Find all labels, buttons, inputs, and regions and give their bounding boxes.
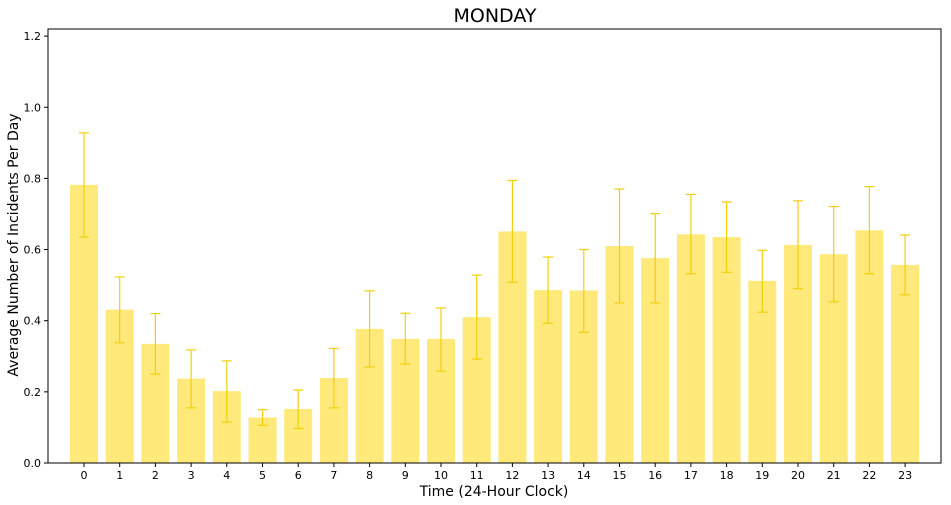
error-bar-2 xyxy=(150,312,161,375)
x-axis: 0 1 2 3 4 5 6 7 8 9 10 11 12 13 14 15 16 17 18 19 20 21 22 23 xyxy=(81,463,912,482)
error-bar-4 xyxy=(221,360,232,423)
x-tick-label-8: 8 xyxy=(366,469,373,482)
chart-title: MONDAY xyxy=(454,5,537,27)
x-tick-label-11: 11 xyxy=(470,469,484,482)
x-tick-label-15: 15 xyxy=(613,469,627,482)
y-tick-label-1.2: 1.2 xyxy=(24,30,42,43)
x-tick-label-10: 10 xyxy=(434,469,448,482)
error-bar-19 xyxy=(757,249,768,313)
error-bar-15 xyxy=(614,188,625,304)
error-bar-5 xyxy=(257,409,268,426)
x-tick-label-19: 19 xyxy=(755,469,769,482)
y-tick-label-0.6: 0.6 xyxy=(24,244,42,257)
y-tick-label-0.2: 0.2 xyxy=(24,386,42,399)
y-axis-label: Average Number of Incidents Per Day xyxy=(6,113,22,376)
x-tick-label-23: 23 xyxy=(898,469,912,482)
x-tick-label-17: 17 xyxy=(684,469,698,482)
error-bar-22 xyxy=(864,185,875,275)
bar-18 xyxy=(712,237,741,463)
error-bar-21 xyxy=(828,205,839,303)
x-tick-label-16: 16 xyxy=(648,469,662,482)
x-tick-label-0: 0 xyxy=(81,469,88,482)
x-tick-label-13: 13 xyxy=(541,469,555,482)
x-tick-label-18: 18 xyxy=(720,469,734,482)
x-tick-label-14: 14 xyxy=(577,469,591,482)
x-tick-label-1: 1 xyxy=(116,469,123,482)
plot-frame xyxy=(47,28,942,464)
x-tick-label-7: 7 xyxy=(330,469,337,482)
error-bar-18 xyxy=(721,201,732,273)
x-tick-label-12: 12 xyxy=(505,469,519,482)
error-bar-20 xyxy=(793,200,803,290)
error-bar-1 xyxy=(114,276,125,344)
error-bar-16 xyxy=(650,213,661,304)
x-tick-label-21: 21 xyxy=(827,469,841,482)
x-tick-label-3: 3 xyxy=(188,469,195,482)
error-bar-23 xyxy=(900,234,911,296)
y-tick-label-0.4: 0.4 xyxy=(24,315,42,328)
error-bar-11 xyxy=(471,274,482,360)
error-bar-17 xyxy=(685,193,696,275)
x-tick-label-2: 2 xyxy=(152,469,159,482)
error-bars-group xyxy=(79,132,911,430)
x-axis-label: Time (24-Hour Clock) xyxy=(419,484,569,500)
plot-area: 0 1 2 3 4 5 6 7 8 9 10 11 12 13 14 15 16 17 18 19 20 21 22 23 0… xyxy=(24,28,942,482)
x-tick-label-5: 5 xyxy=(259,469,266,482)
bar-23 xyxy=(891,264,920,463)
error-bar-3 xyxy=(186,349,197,409)
error-bar-12 xyxy=(507,179,518,283)
error-bar-13 xyxy=(543,256,554,324)
error-bar-7 xyxy=(328,347,339,409)
y-tick-label-0.0: 0.0 xyxy=(24,457,42,470)
bars-group xyxy=(70,184,920,463)
x-tick-label-22: 22 xyxy=(862,469,876,482)
error-bar-8 xyxy=(364,290,375,368)
y-axis: 0.0 0.2 0.4 0.6 0.8 1.0 1.2 xyxy=(24,30,48,470)
x-tick-label-9: 9 xyxy=(402,469,409,482)
error-bar-10 xyxy=(436,307,446,372)
y-tick-label-0.8: 0.8 xyxy=(24,172,42,185)
error-bar-0 xyxy=(79,132,89,238)
error-bar-14 xyxy=(578,248,589,334)
x-tick-label-4: 4 xyxy=(223,469,230,482)
error-bar-6 xyxy=(293,389,304,430)
y-tick-label-1.0: 1.0 xyxy=(24,101,42,114)
x-tick-label-20: 20 xyxy=(791,469,805,482)
x-tick-label-6: 6 xyxy=(295,469,302,482)
error-bar-9 xyxy=(400,312,411,365)
